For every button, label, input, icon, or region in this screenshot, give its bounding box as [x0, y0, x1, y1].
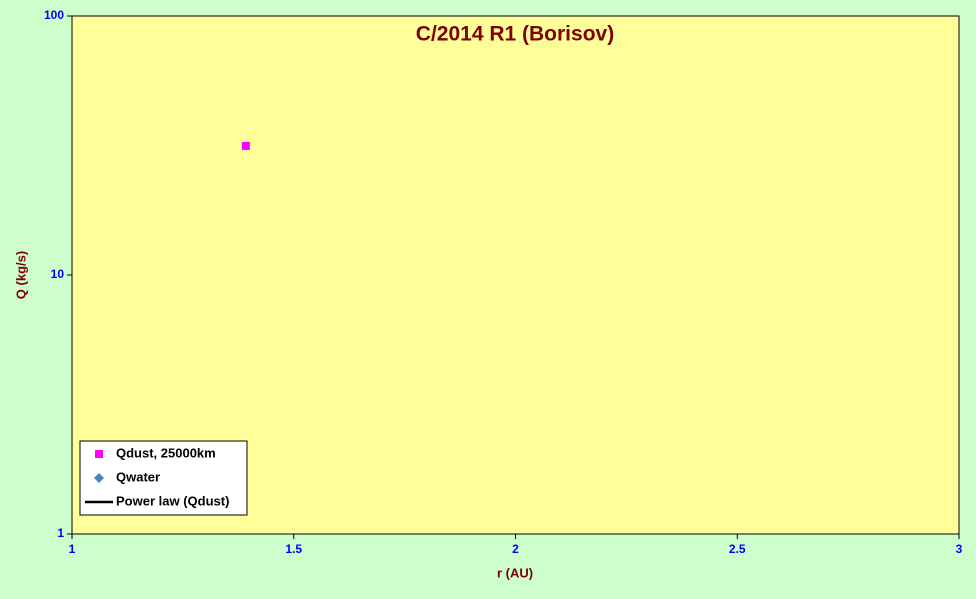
chart-title: C/2014 R1 (Borisov) [416, 23, 614, 46]
marker [94, 473, 104, 483]
legend-label: Qwater [116, 469, 160, 484]
y-tick-label: 10 [51, 267, 65, 281]
legend-label: Power law (Qdust) [116, 493, 229, 508]
y-axis-label: Q (kg/s) [13, 251, 28, 299]
marker [241, 141, 250, 150]
y-tick-label: 1 [57, 526, 64, 540]
x-tick-label: 1 [69, 542, 76, 556]
x-tick-label: 2 [512, 542, 519, 556]
legend-label: Qdust, 25000km [116, 445, 216, 460]
y-tick-label: 100 [44, 8, 64, 22]
marker [95, 450, 103, 458]
x-tick-label: 1.5 [285, 542, 302, 556]
x-axis-label: r (AU) [497, 565, 533, 580]
x-tick-label: 2.5 [729, 542, 746, 556]
legend: Qdust, 25000km Qwater Power law (Qdust) [79, 440, 248, 516]
x-tick-label: 3 [956, 542, 963, 556]
